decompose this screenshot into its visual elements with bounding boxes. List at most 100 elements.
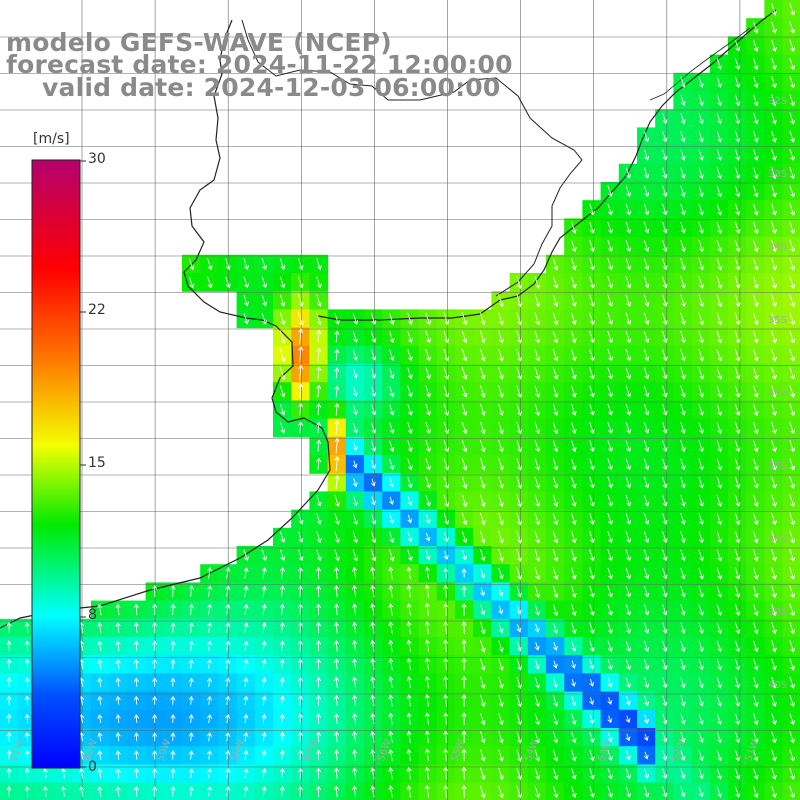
wind-arrow [352,349,358,361]
wind-arrow [607,367,613,380]
wind-arrow [625,403,632,416]
wind-arrow [279,731,285,742]
wind-arrow [734,749,741,762]
wind-arrow [680,258,686,271]
wind-arrow [443,657,449,671]
wind-arrow [316,384,322,398]
wind-arrow [516,367,523,380]
wind-arrow [716,695,723,707]
wind-arrow [261,785,267,797]
wind-arrow [316,439,322,452]
wind-arrow [498,530,504,544]
wind-arrow [752,330,759,344]
wind-arrow [461,458,468,471]
wind-arrow [771,713,777,726]
wind-arrow [643,185,650,198]
wind-arrow [388,766,394,780]
wind-arrow [552,567,559,580]
wind-arrow [680,531,686,544]
wind-arrow [461,730,467,744]
wind-arrow [789,785,796,799]
wind-arrow [789,567,796,581]
wind-arrow [771,603,777,617]
wind-arrow [334,474,340,489]
wind-arrow [607,203,613,216]
wind-arrow [771,494,777,508]
wind-arrow [516,330,523,344]
wind-arrow [24,731,30,742]
wind-arrow [498,586,504,597]
wind-arrow [516,713,522,726]
wind-arrow [716,440,723,453]
wind-arrow [479,512,486,526]
wind-arrow [680,330,686,344]
wind-arrow [225,603,231,615]
wind-arrow [334,437,340,454]
wind-arrow [498,294,504,308]
wind-arrow [534,403,541,417]
wind-arrow [152,750,158,760]
wind-arrow [316,495,322,507]
wind-arrow [424,584,430,598]
wind-arrow [716,367,723,380]
wind-arrow [570,239,577,253]
wind-arrow [225,585,231,597]
wind-arrow [152,695,158,705]
wind-arrow [625,750,631,761]
wind-arrow [789,330,796,344]
wind-arrow [662,403,668,416]
wind-arrow [662,659,668,671]
wind-arrow [643,733,649,742]
wind-arrow [680,349,686,362]
wind-arrow [625,531,632,544]
wind-arrow [24,658,30,670]
wind-arrow [498,458,504,471]
wind-arrow [424,766,430,780]
wind-cell [782,491,800,511]
wind-arrow [571,403,577,416]
wind-arrow [662,422,668,435]
wind-arrow [261,767,267,779]
wind-arrow [753,185,759,198]
wind-arrow [625,185,632,198]
wind-cell [782,291,800,310]
wind-arrow [298,364,304,381]
wind-arrow [534,494,541,507]
wind-arrow [424,657,430,671]
wind-arrow [625,696,631,706]
wind-arrow [152,714,158,723]
wind-arrow [752,421,759,435]
wind-arrow [716,713,723,725]
wind-arrow [425,458,431,471]
wind-arrow [6,677,12,688]
wind-arrow [97,621,103,634]
wind-arrow [698,713,704,725]
wind-arrow [97,640,103,651]
wind-arrow [698,312,705,326]
wind-arrow [607,750,613,762]
wind-arrow [753,695,759,707]
wind-arrow [662,440,668,453]
wind-arrow [643,422,650,434]
wind-arrow [443,403,450,417]
wind-arrow [461,585,467,597]
wind-arrow [625,203,632,216]
wind-arrow [680,385,686,398]
wind-arrow [24,785,30,797]
wind-arrow [734,312,741,326]
wind-arrow [771,567,777,580]
wind-arrow [771,421,777,435]
wind-arrow [570,312,577,326]
wind-arrow [371,496,376,506]
wind-arrow [206,750,213,760]
wind-arrow [734,585,741,598]
wind-arrow [443,766,449,780]
wind-arrow [534,476,541,489]
wind-arrow [698,348,705,362]
wind-arrow [243,258,249,271]
wind-arrow [243,713,249,724]
wind-arrow [789,21,796,34]
wind-cell [782,273,800,292]
wind-arrow [407,330,413,344]
wind-arrow [734,458,741,471]
